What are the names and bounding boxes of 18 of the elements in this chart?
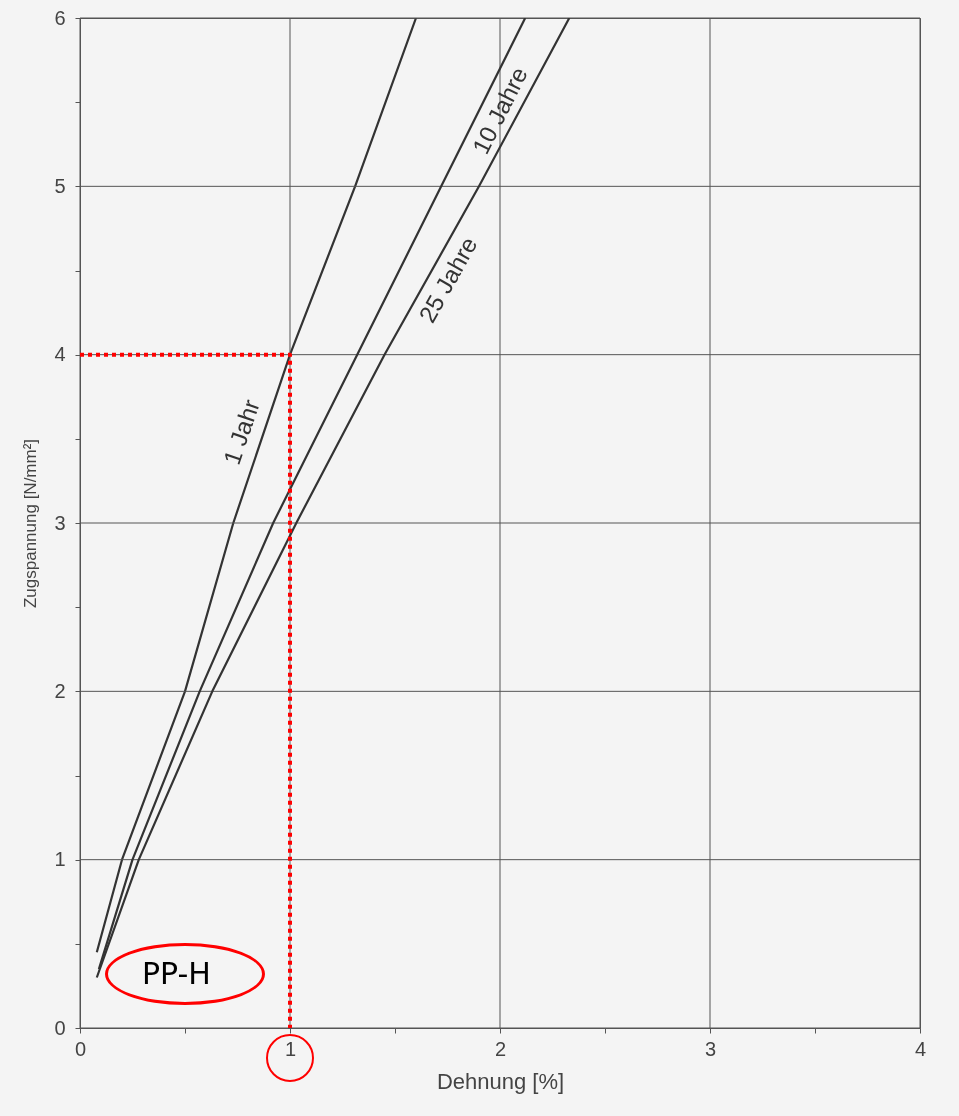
- y-tick-label: 1: [54, 848, 66, 871]
- annotation: PP-H: [142, 956, 211, 991]
- y-tick-label: 3: [54, 511, 66, 534]
- text: 25 Jahre: [413, 232, 483, 327]
- x-axis-title: Dehnung [%]: [436, 1068, 565, 1094]
- x-tick-label: 0: [74, 1037, 87, 1060]
- y-tick-label: 5: [54, 174, 66, 197]
- text: 1 Jahr: [217, 396, 265, 468]
- x-tick-label: 4: [914, 1037, 927, 1060]
- x-tick-label: 3: [704, 1037, 717, 1060]
- x-tick-label: 2: [494, 1037, 507, 1060]
- y-tick-label: 2: [54, 679, 66, 702]
- y-tick-label: 4: [54, 343, 66, 366]
- y-axis-title: Zugspannung [N/mm²]: [21, 438, 41, 609]
- text: 10 Jahre: [466, 62, 533, 159]
- y-tick-label: 6: [54, 6, 66, 29]
- x-tick-label: 1: [284, 1037, 297, 1060]
- y-tick-label: 0: [54, 1016, 66, 1039]
